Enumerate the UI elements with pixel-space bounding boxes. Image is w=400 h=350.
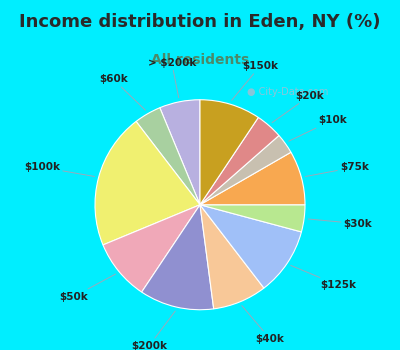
Text: $10k: $10k bbox=[289, 116, 346, 141]
Text: $100k: $100k bbox=[24, 162, 94, 176]
Wedge shape bbox=[200, 205, 305, 232]
Text: All residents: All residents bbox=[151, 53, 249, 67]
Wedge shape bbox=[200, 100, 258, 205]
Text: $50k: $50k bbox=[59, 274, 116, 302]
Wedge shape bbox=[200, 205, 302, 288]
Text: $60k: $60k bbox=[99, 74, 145, 110]
Wedge shape bbox=[200, 205, 264, 309]
Text: $75k: $75k bbox=[306, 162, 369, 176]
Text: $20k: $20k bbox=[272, 91, 324, 122]
Wedge shape bbox=[95, 121, 200, 245]
Wedge shape bbox=[200, 135, 291, 205]
Text: ● City-Data.com: ● City-Data.com bbox=[247, 88, 329, 97]
Wedge shape bbox=[142, 205, 214, 310]
Wedge shape bbox=[103, 205, 200, 292]
Wedge shape bbox=[136, 108, 200, 205]
Text: $200k: $200k bbox=[131, 311, 175, 350]
Wedge shape bbox=[200, 152, 305, 205]
Text: > $200k: > $200k bbox=[148, 58, 196, 98]
Wedge shape bbox=[200, 118, 279, 205]
Wedge shape bbox=[160, 100, 200, 205]
Text: $30k: $30k bbox=[308, 219, 372, 229]
Text: $125k: $125k bbox=[291, 265, 356, 290]
Text: Income distribution in Eden, NY (%): Income distribution in Eden, NY (%) bbox=[19, 13, 381, 30]
Text: $150k: $150k bbox=[232, 61, 278, 100]
Text: $40k: $40k bbox=[242, 306, 284, 344]
